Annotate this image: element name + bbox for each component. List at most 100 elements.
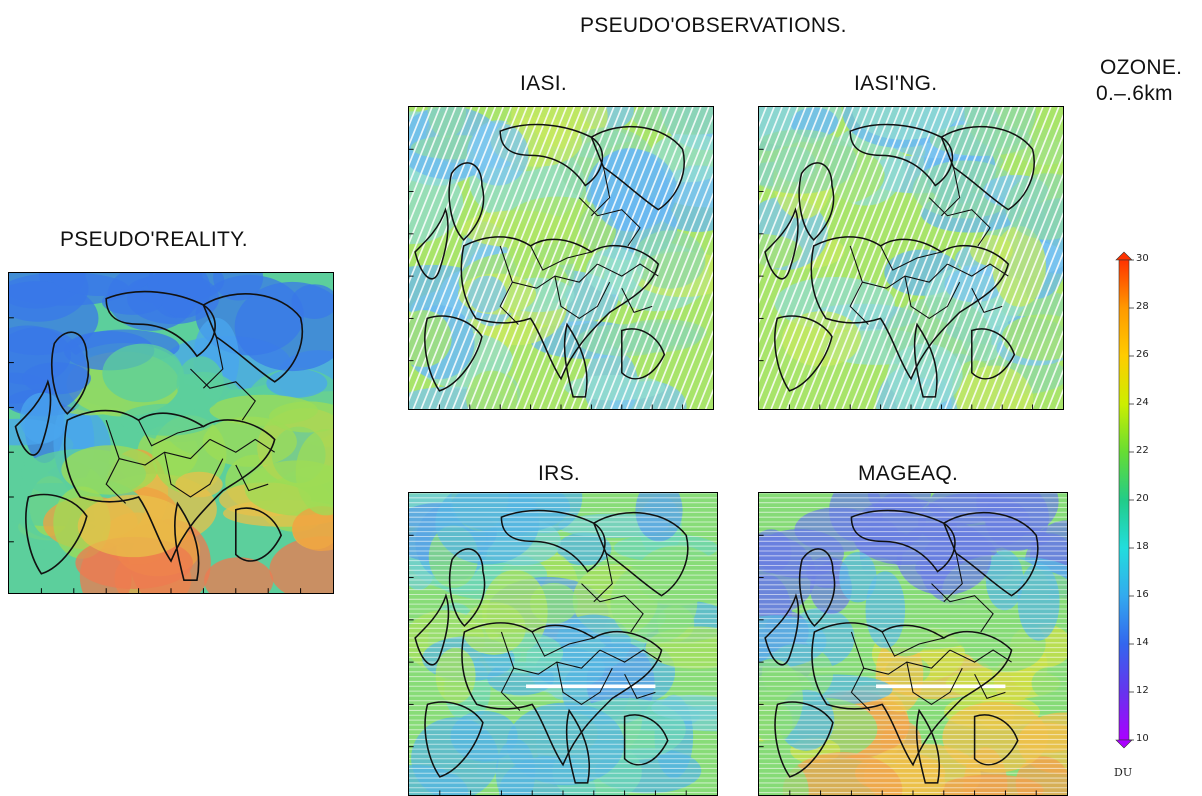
swath-gap-line (420, 107, 544, 409)
map-irs (408, 492, 718, 796)
country-border (849, 245, 948, 289)
swath-gap-line (491, 107, 615, 409)
swath-gap-line (657, 270, 713, 409)
swath-gap-line (825, 107, 949, 409)
swath-gap-line (409, 107, 465, 246)
swath-gap-line (409, 107, 449, 206)
country-border (906, 662, 963, 706)
swath-gap-line (665, 290, 713, 409)
swath-gap-line (967, 172, 1063, 409)
swath-gap-line (673, 310, 713, 409)
swath-gap-line (409, 107, 481, 285)
colorbar-tick-label: 10 (1136, 733, 1149, 744)
swath-gap-line (649, 251, 713, 409)
coastline (915, 708, 940, 784)
swath-gap-line (538, 107, 663, 409)
colorbar-title-line2: 0.–.6km (1096, 82, 1173, 105)
ozone-field-patch (557, 532, 612, 566)
swath-gap-line (459, 107, 584, 409)
pseudo-observations-title: PSEUDO'OBSERVATIONS. (580, 14, 847, 37)
coastline (849, 123, 954, 187)
swath-gap-line (881, 107, 1005, 409)
coastline (460, 236, 660, 381)
ozone-field-patch (202, 416, 297, 467)
swath-gap-line (920, 107, 1044, 409)
swath-gap-line (841, 107, 965, 409)
coastline (811, 622, 1013, 767)
coastline (971, 328, 1016, 380)
ozone-field-patch (633, 230, 706, 289)
coastline (449, 548, 486, 627)
ozone-field-patch (119, 403, 215, 436)
map-pseudo-reality (8, 272, 334, 594)
swath-gap-line (786, 107, 910, 409)
coastline (174, 501, 200, 581)
ozone-field-patch (22, 362, 91, 395)
swath-gap-line (531, 107, 655, 409)
ozone-field-patch (852, 107, 960, 140)
swath-gap-line (483, 107, 607, 409)
swath-gap-line (936, 107, 1060, 409)
ozone-field-patch (896, 520, 992, 596)
coastline (810, 236, 1010, 381)
colorbar-tick-label: 26 (1136, 349, 1149, 360)
coastline (592, 511, 689, 597)
swath-gap-line (865, 107, 989, 409)
ozone-field-patch (590, 147, 669, 232)
coastline (590, 125, 685, 211)
swath-gap-line (409, 107, 489, 305)
colorbar-gradient (1118, 259, 1130, 741)
swath-gap-line (759, 107, 791, 187)
ozone-field-patch (209, 394, 318, 426)
coastline (25, 493, 88, 575)
swath-gap-line (409, 107, 512, 363)
swath-gap-line (759, 107, 870, 383)
swath-gap-line (409, 107, 457, 226)
coastline (798, 162, 835, 241)
pseudo-reality-title: PSEUDO'REALITY. (60, 228, 248, 251)
swath-gap-line (928, 107, 1052, 409)
coastline (448, 162, 485, 241)
country-border (621, 287, 653, 314)
coastline (850, 509, 956, 573)
country-border (599, 649, 662, 663)
ozone-field-patch (175, 471, 223, 498)
swath-gap-line (759, 107, 815, 246)
ozone-field-patch (865, 571, 906, 649)
swath-gap-line (770, 107, 894, 409)
ozone-field-patch (928, 493, 1000, 525)
colorbar-tick-label: 18 (1136, 541, 1149, 552)
country-border (971, 287, 1003, 314)
country-border (591, 167, 611, 217)
country-border (624, 673, 656, 700)
country-border (581, 583, 644, 633)
coastline (563, 322, 588, 398)
swath-gap-line (759, 107, 878, 403)
colorbar-top-arrow (1115, 251, 1133, 261)
colorbar-tick-label: 20 (1136, 493, 1149, 504)
ozone-field-patch (576, 324, 673, 357)
colorbar-tick-label: 22 (1136, 445, 1149, 456)
ozone-field-patch (61, 445, 158, 495)
country-border (499, 245, 598, 289)
coastline (774, 701, 834, 778)
country-border (202, 336, 224, 389)
country-border (941, 167, 961, 217)
ozone-field-patch (102, 343, 183, 403)
swath-gap-line (873, 107, 997, 409)
colorbar-bottom-arrow (1115, 739, 1133, 749)
country-border (163, 452, 224, 498)
country-border (880, 245, 942, 271)
ozone-field-patch (759, 758, 809, 795)
country-border (593, 553, 613, 603)
swath-gap-line (409, 107, 473, 265)
colorbar-tick-label: 24 (1136, 397, 1149, 408)
swath-gap-line (409, 107, 528, 403)
coastline (499, 123, 604, 187)
coastline (14, 379, 52, 456)
swath-gap-line (578, 107, 702, 409)
ozone-field-patch (176, 356, 224, 411)
ozone-field-patch (291, 284, 333, 319)
ozone-field-patch (295, 429, 333, 516)
coastline (202, 293, 303, 383)
